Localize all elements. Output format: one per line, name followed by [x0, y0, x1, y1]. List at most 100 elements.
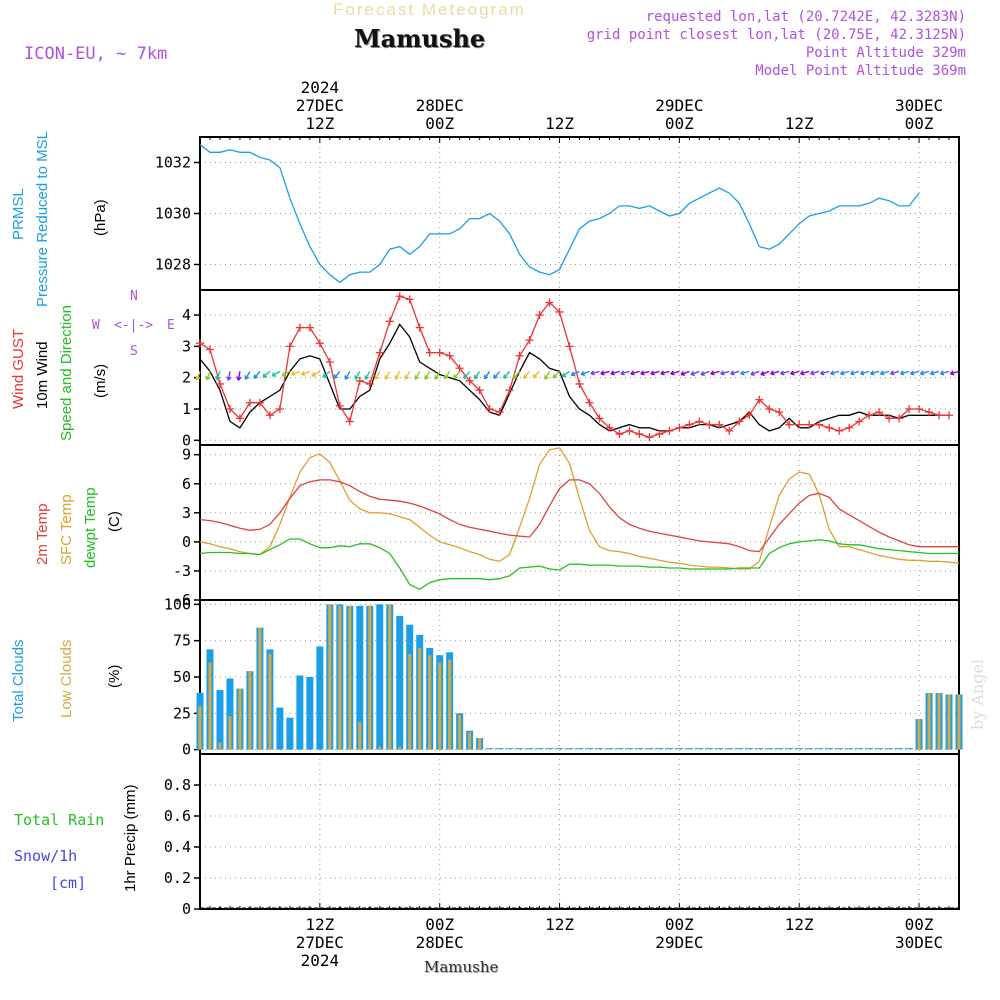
y-tick-label: 0.8 — [164, 776, 191, 794]
low-cloud-bar — [248, 671, 252, 750]
wind-arrow — [610, 370, 620, 376]
panel-frame — [199, 289, 960, 446]
gust-marker — [225, 404, 234, 413]
low-cloud-bar — [947, 694, 951, 750]
wind-arrow — [800, 370, 810, 376]
wind-line — [199, 323, 949, 432]
wind-arrow — [271, 370, 281, 377]
wind-arrow — [730, 370, 740, 376]
wind-arrow — [889, 370, 900, 376]
gust-marker — [715, 420, 724, 429]
wind-arrow — [780, 370, 790, 376]
gust-marker — [285, 342, 294, 351]
y-tick-label: 25 — [173, 704, 191, 722]
gust-marker — [665, 426, 674, 435]
low-cloud-bar — [348, 605, 352, 750]
total-cloud-bar — [216, 690, 224, 750]
gust-marker — [885, 414, 894, 423]
gust-marker — [325, 358, 334, 367]
wind-arrow — [660, 370, 670, 376]
gust-marker — [545, 298, 554, 307]
wind-arrow — [453, 370, 461, 379]
gust-marker — [785, 420, 794, 429]
wind-arrow — [859, 370, 870, 376]
wind-arrow — [205, 371, 211, 381]
wind-arrow — [374, 371, 381, 380]
y-tick-label: 0 — [182, 431, 191, 449]
gust-marker — [365, 379, 374, 388]
wind-arrow — [552, 370, 561, 379]
gust-marker — [775, 408, 784, 417]
total-cloud-bar — [306, 677, 314, 750]
compass-w: W — [92, 318, 100, 333]
low-cloud-bar — [468, 732, 472, 750]
y-tick-label: -6 — [173, 591, 191, 609]
gust-marker — [515, 351, 524, 360]
y-tick-label: 0.2 — [164, 869, 191, 887]
wind-arrow — [919, 370, 930, 376]
low-cloud-bar — [478, 738, 482, 750]
temp-unit: (C) — [106, 511, 123, 532]
super-title: Forecast Meteogram — [333, 0, 526, 19]
total-cloud-bar — [226, 678, 234, 750]
gust-marker — [645, 433, 654, 442]
wind-arrow — [333, 370, 341, 379]
temp-2m-line — [199, 479, 959, 553]
gust-marker — [575, 379, 584, 388]
wind-arrow — [532, 370, 541, 379]
requested-coords: requested lon,lat (20.7242E, 42.3283N) — [645, 9, 966, 25]
pressure-unit: (hPa) — [92, 199, 109, 236]
bottom-time-label: 28DEC — [416, 933, 464, 952]
gust-marker — [935, 411, 944, 420]
compass-arrow: <-|-> — [114, 318, 154, 333]
gust-marker — [865, 411, 874, 420]
wind-arrow — [700, 370, 710, 376]
bottom-time-label: 30DEC — [895, 933, 943, 952]
wind-arrow — [424, 371, 431, 380]
wind-arrow — [929, 370, 940, 376]
wind-arrow — [544, 371, 551, 380]
gust-marker — [196, 339, 204, 348]
low-cloud-bar — [238, 688, 242, 750]
cloud-unit: (%) — [106, 664, 123, 688]
top-time-label: 2024 — [301, 78, 340, 97]
low-cloud-bar — [368, 605, 372, 750]
compass-n: N — [130, 289, 138, 304]
y-tick-label: 1030 — [155, 205, 191, 223]
y-tick-label: 75 — [173, 632, 191, 650]
bottom-time-label: 12Z — [545, 915, 574, 934]
gust-marker — [675, 423, 684, 432]
wind-arrow — [829, 370, 840, 376]
gust-marker — [895, 414, 904, 423]
wind-arrow — [760, 370, 770, 376]
wind-arrow — [262, 370, 271, 378]
wind-label: 10m Wind — [34, 341, 51, 409]
pressure-desc: Pressure Reduced to MSL — [34, 131, 51, 307]
wind-arrow — [473, 371, 481, 380]
total-cloud-bar — [376, 604, 384, 750]
sfc-label: SFC Temp — [58, 494, 75, 565]
low-cloud-bar — [438, 662, 442, 750]
gust-marker — [565, 342, 574, 351]
gust-marker — [505, 386, 514, 395]
low-cloud-bar — [917, 719, 921, 750]
sfc-temp-line — [199, 447, 960, 570]
wind-unit: (m/s) — [92, 363, 109, 398]
wind-arrow — [236, 371, 242, 381]
top-time-label: 29DEC — [655, 96, 703, 115]
wind-arrow — [570, 370, 580, 377]
low-cloud-bar — [228, 716, 232, 750]
point-altitude: Point Altitude 329m — [805, 45, 966, 61]
wind-arrow — [513, 370, 521, 379]
wind-arrow — [384, 371, 391, 380]
wind-arrow — [434, 371, 441, 380]
wind-arrow — [650, 370, 660, 376]
low-cloud-label: Low Clouds — [58, 639, 75, 718]
total-cloud-label: Total Clouds — [10, 639, 27, 722]
wind-arrow — [195, 371, 201, 381]
gust-marker — [265, 411, 274, 420]
wind-arrow — [281, 370, 291, 377]
wind-arrow — [630, 370, 640, 376]
dewpoint-line — [199, 538, 959, 591]
